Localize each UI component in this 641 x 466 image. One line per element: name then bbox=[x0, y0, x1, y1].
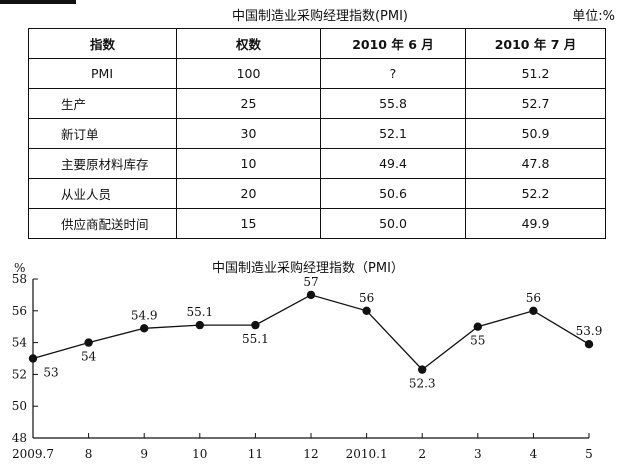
row-june: 52.1 bbox=[320, 118, 466, 149]
row-july: 51.2 bbox=[465, 58, 606, 89]
row-name: PMI bbox=[28, 58, 177, 89]
y-tick-label: 54 bbox=[12, 336, 28, 350]
y-axis-unit: % bbox=[14, 261, 25, 275]
x-tick-label: 5 bbox=[585, 447, 593, 461]
table-title: 中国制造业采购经理指数(PMI) bbox=[231, 9, 409, 24]
data-point bbox=[418, 365, 427, 374]
row-june: ? bbox=[320, 58, 466, 89]
data-label: 56 bbox=[526, 291, 541, 305]
row-july: 47.8 bbox=[465, 148, 606, 179]
row-june: 55.8 bbox=[320, 88, 466, 119]
row-name: 从业人员 bbox=[28, 178, 177, 209]
row-july: 52.2 bbox=[465, 178, 606, 209]
x-tick-label: 11 bbox=[248, 447, 263, 461]
row-july: 49.9 bbox=[465, 208, 606, 239]
pmi-table: 指数 权数 2010 年 6 月 2010 年 7 月 PMI 100 ? 51… bbox=[28, 28, 606, 239]
data-label: 53.9 bbox=[576, 324, 603, 338]
data-point bbox=[195, 320, 204, 330]
data-label: 55.1 bbox=[186, 305, 213, 319]
table-row: 主要原材料库存 10 49.4 47.8 bbox=[28, 148, 606, 179]
table-row: 从业人员 20 50.6 52.2 bbox=[28, 178, 606, 209]
data-point bbox=[251, 320, 260, 330]
x-tick-label: 2010.1 bbox=[346, 447, 388, 461]
row-july: 50.9 bbox=[465, 118, 606, 149]
row-june: 50.6 bbox=[320, 178, 466, 209]
header-june: 2010 年 6 月 bbox=[320, 28, 466, 59]
x-tick-label: 10 bbox=[192, 447, 207, 461]
data-point bbox=[306, 290, 316, 300]
y-tick-label: 48 bbox=[12, 431, 27, 445]
row-weight: 30 bbox=[176, 118, 321, 149]
y-tick-label: 52 bbox=[12, 367, 27, 381]
x-tick-label: 12 bbox=[303, 447, 318, 461]
data-label: 55.1 bbox=[242, 332, 269, 346]
header-july: 2010 年 7 月 bbox=[465, 28, 606, 59]
table-row: 生产 25 55.8 52.7 bbox=[28, 88, 606, 119]
data-point bbox=[473, 322, 482, 331]
data-point bbox=[84, 338, 93, 347]
x-tick-label: 3 bbox=[474, 447, 482, 461]
row-july: 52.7 bbox=[465, 88, 606, 119]
data-label: 53 bbox=[43, 366, 58, 380]
x-tick-label: 8 bbox=[85, 447, 93, 461]
data-points bbox=[28, 290, 594, 374]
data-point bbox=[529, 306, 538, 315]
series-line bbox=[32, 294, 590, 371]
row-weight: 15 bbox=[176, 208, 321, 239]
x-tick-label: 2 bbox=[418, 447, 426, 461]
corner-decoration bbox=[0, 0, 76, 4]
data-label: 54 bbox=[81, 350, 97, 364]
header-index: 指数 bbox=[28, 28, 177, 59]
table-row: 供应商配送时间 15 50.0 49.9 bbox=[28, 208, 606, 239]
table-row: PMI 100 ? 51.2 bbox=[28, 58, 606, 89]
x-ticks: 2009.7 8 9 10 11 12 2010.1 2 3 4 5 bbox=[12, 433, 593, 461]
data-point bbox=[584, 339, 594, 349]
y-tick-label: 58 bbox=[12, 272, 27, 286]
data-point bbox=[28, 354, 38, 363]
row-weight: 25 bbox=[176, 88, 321, 119]
x-tick-label: 4 bbox=[530, 447, 538, 461]
row-june: 49.4 bbox=[320, 148, 466, 179]
data-label: 57 bbox=[303, 275, 318, 289]
data-point bbox=[140, 324, 149, 333]
y-ticks: 48 50 52 54 56 58 bbox=[12, 272, 38, 445]
row-name: 生产 bbox=[28, 88, 177, 119]
table-unit: 单位:% bbox=[572, 9, 615, 24]
row-june: 50.0 bbox=[320, 208, 466, 239]
data-label: 56 bbox=[359, 291, 374, 305]
x-tick-label: 9 bbox=[140, 447, 148, 461]
row-weight: 10 bbox=[176, 148, 321, 179]
row-name: 新订单 bbox=[28, 118, 177, 149]
y-tick-label: 50 bbox=[12, 399, 27, 413]
header-weight: 权数 bbox=[176, 28, 321, 59]
data-label: 55 bbox=[470, 334, 485, 348]
row-name: 主要原材料库存 bbox=[28, 148, 177, 179]
data-point bbox=[362, 306, 371, 315]
x-tick-label: 2009.7 bbox=[12, 447, 54, 461]
data-labels: 53 54 54.9 55.1 55.1 57 56 52.3 55 56 53.9 bbox=[43, 275, 602, 391]
table-row: 新订单 30 52.1 50.9 bbox=[28, 118, 606, 149]
y-tick-label: 56 bbox=[12, 304, 27, 318]
row-weight: 20 bbox=[176, 178, 321, 209]
row-weight: 100 bbox=[176, 58, 321, 89]
chart-title: 中国制造业采购经理指数（PMI） bbox=[212, 260, 404, 276]
row-name: 供应商配送时间 bbox=[28, 208, 177, 239]
data-label: 52.3 bbox=[409, 377, 436, 391]
data-label: 54.9 bbox=[131, 308, 158, 322]
table-header-row: 指数 权数 2010 年 6 月 2010 年 7 月 bbox=[28, 28, 606, 59]
